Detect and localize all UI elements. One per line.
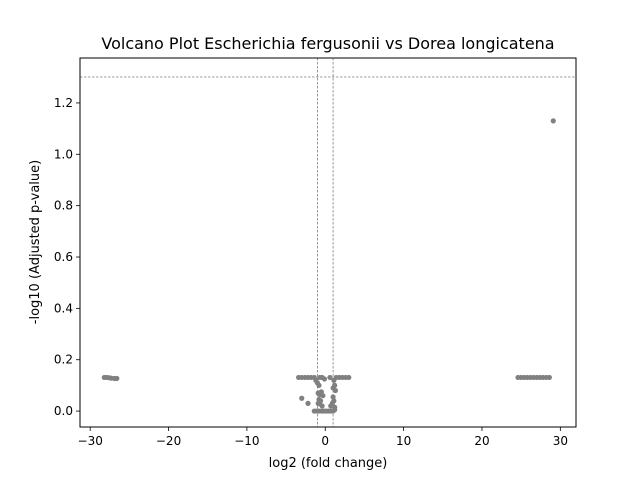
data-point xyxy=(316,382,322,389)
data-point xyxy=(305,400,311,406)
y-tick-label: 1.0 xyxy=(54,147,73,161)
data-point xyxy=(327,374,333,381)
data-point xyxy=(331,377,337,383)
x-tick-label: −20 xyxy=(156,434,181,448)
axes-frame xyxy=(79,57,577,428)
y-axis-label: -log10 (Adjusted p-value) xyxy=(28,160,43,324)
data-point xyxy=(321,376,328,382)
x-tick-label: 10 xyxy=(396,434,411,448)
data-point xyxy=(346,374,352,381)
data-point xyxy=(550,118,556,124)
y-tick-label: 0.4 xyxy=(54,301,73,315)
data-point xyxy=(330,394,336,400)
data-point xyxy=(332,407,338,413)
data-point xyxy=(332,387,339,394)
y-tick-label: 0.8 xyxy=(54,199,73,213)
y-tick-label: 0.0 xyxy=(54,404,73,418)
y-axis: 0.0 0.2 0.4 0.6 0.8 1.0 1.2 xyxy=(54,96,80,418)
plot-area xyxy=(80,58,576,427)
y-tick-label: 0.6 xyxy=(54,250,73,264)
data-point xyxy=(299,395,305,401)
data-point xyxy=(331,398,337,404)
data-point xyxy=(114,375,120,382)
x-tick-label: −10 xyxy=(234,434,259,448)
x-tick-label: 30 xyxy=(553,434,568,448)
x-tick-label: −30 xyxy=(78,434,103,448)
x-tick-label: 0 xyxy=(321,434,329,448)
x-axis-label: log2 (fold change) xyxy=(269,456,388,471)
chart-title: Volcano Plot Escherichia fergusonii vs D… xyxy=(101,34,554,53)
y-tick-label: 0.2 xyxy=(54,353,73,367)
y-tick-label: 1.2 xyxy=(54,96,73,110)
data-point xyxy=(546,374,552,381)
data-point xyxy=(320,393,326,399)
data-point xyxy=(319,403,325,409)
x-tick-label: 20 xyxy=(474,434,489,448)
x-axis: −30 −20 −10 0 10 20 30 xyxy=(78,427,568,448)
